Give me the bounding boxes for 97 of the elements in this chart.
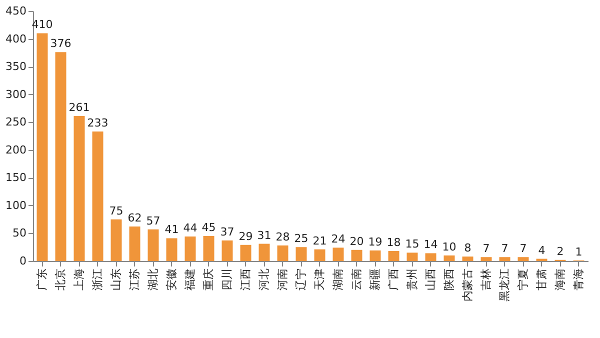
x-tick-label: 广东	[35, 268, 48, 290]
data-label: 37	[220, 225, 234, 238]
bar	[184, 236, 196, 261]
data-label: 41	[164, 223, 179, 236]
x-tick-label: 青海	[572, 268, 585, 290]
data-label: 20	[350, 234, 364, 248]
x-tick-label: 湖北	[146, 268, 160, 290]
y-tick-label: 50	[12, 226, 26, 240]
bar	[499, 257, 510, 261]
data-label: 410	[32, 18, 53, 32]
bar	[351, 250, 362, 261]
x-tick-label: 贵州	[405, 268, 418, 290]
bar	[444, 255, 455, 261]
bar	[370, 250, 381, 261]
y-tick-label: 450	[6, 4, 26, 18]
data-label: 57	[146, 214, 160, 228]
x-tick-label: 宁夏	[516, 268, 530, 290]
bar	[332, 248, 344, 261]
x-tick-label: 天津	[312, 268, 326, 290]
x-tick-label: 福建	[183, 268, 196, 290]
data-label: 44	[183, 222, 198, 235]
y-tick-label: 300	[6, 88, 26, 101]
x-tick-label: 甘肃	[534, 268, 548, 290]
x-tick-label: 海南	[553, 268, 566, 290]
x-tick-label: 内蒙古	[460, 268, 474, 302]
bar	[480, 257, 492, 261]
x-tick-label: 山东	[109, 268, 122, 290]
bar	[129, 226, 140, 261]
y-tick-label: 150	[6, 171, 26, 184]
data-label: 15	[405, 238, 420, 251]
x-tick-label: 河北	[257, 268, 270, 290]
bar	[406, 252, 418, 261]
x-tick-label: 江苏	[128, 268, 141, 290]
y-tick-label: 400	[6, 32, 26, 46]
bar	[110, 219, 122, 261]
x-tick-label: 河南	[276, 268, 289, 290]
bar	[277, 245, 288, 261]
bar	[92, 132, 104, 261]
y-tick-label: 350	[6, 60, 26, 74]
data-label: 62	[128, 212, 142, 225]
data-label: 7	[482, 242, 490, 256]
x-tick-label: 黑龙江	[498, 268, 511, 302]
data-label: 14	[424, 238, 438, 252]
data-label: 8	[464, 242, 472, 255]
data-label: 2	[556, 244, 564, 258]
x-tick-label: 新疆	[368, 268, 382, 290]
data-label: 376	[50, 37, 72, 50]
bar	[258, 244, 270, 261]
y-tick-label: 200	[6, 143, 26, 156]
data-label: 19	[368, 235, 382, 248]
bar	[166, 238, 178, 261]
x-tick-label: 广西	[386, 268, 400, 290]
x-tick-label: 北京	[54, 268, 67, 290]
data-label: 10	[442, 240, 456, 254]
data-label: 29	[238, 230, 253, 243]
bar	[462, 256, 474, 261]
bar	[55, 52, 66, 261]
data-label: 18	[386, 236, 401, 249]
bar	[296, 247, 307, 261]
x-tick-label: 重庆	[202, 268, 215, 290]
y-tick-label: 100	[6, 198, 26, 212]
data-label: 24	[331, 232, 346, 246]
x-tick-label: 上海	[72, 268, 86, 290]
y-tick-label: 0	[20, 254, 26, 268]
x-tick-label: 陕西	[442, 268, 456, 290]
bar	[203, 236, 214, 261]
x-tick-label: 山西	[424, 268, 437, 290]
data-label: 45	[202, 221, 216, 234]
data-label: 7	[520, 242, 527, 256]
data-label: 28	[276, 230, 290, 244]
bar	[425, 253, 436, 261]
data-label: 21	[312, 234, 327, 248]
bar	[36, 33, 48, 261]
x-tick-label: 辽宁	[294, 268, 308, 290]
y-tick-label: 250	[6, 116, 26, 129]
x-tick-label: 江西	[238, 268, 252, 290]
x-tick-label: 浙江	[90, 268, 104, 290]
data-label: 1	[575, 245, 582, 258]
data-label: 31	[257, 228, 272, 242]
data-label: 7	[501, 242, 508, 256]
bar	[148, 229, 159, 261]
data-label: 25	[294, 232, 308, 246]
x-tick-label: 湖南	[331, 268, 344, 290]
bar	[314, 249, 326, 261]
x-tick-label: 吉林	[479, 268, 492, 290]
bar	[388, 251, 400, 261]
x-tick-label: 四川	[220, 268, 234, 290]
x-tick-label: 安徽	[164, 268, 178, 290]
data-label: 261	[68, 101, 90, 114]
bar	[74, 116, 85, 261]
bar	[240, 244, 252, 261]
data-label: 4	[538, 244, 546, 257]
x-tick-label: 云南	[350, 268, 363, 290]
data-label: 233	[87, 116, 108, 130]
bar	[222, 240, 233, 261]
data-label: 75	[109, 204, 124, 218]
bar	[518, 257, 529, 261]
